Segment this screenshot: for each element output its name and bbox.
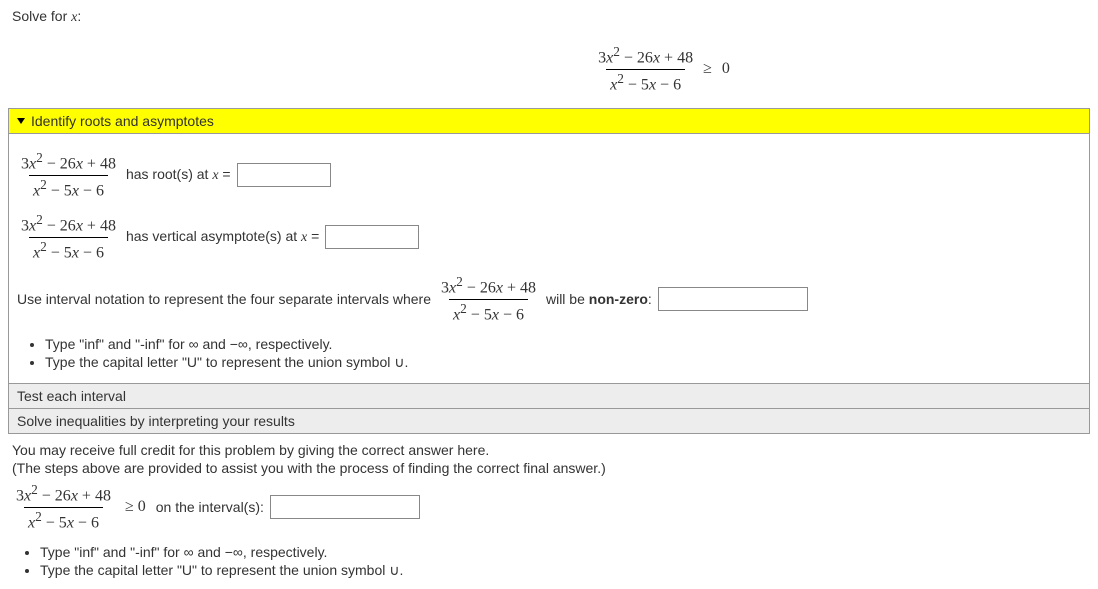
caret-down-icon: [17, 118, 25, 124]
final-answer-line: 3x2 − 26x + 48 x2 − 5x − 6 ≥ 0 on the in…: [12, 482, 1086, 532]
interval-fraction: 3x2 − 26x + 48 x2 − 5x − 6: [437, 274, 540, 324]
main-numer: 3x2 − 26x + 48: [594, 44, 697, 69]
roots-label: has root(s) at x =: [126, 166, 231, 184]
hint-union-1: Type the capital letter "U" to represent…: [45, 354, 1081, 371]
roots-fraction: 3x2 − 26x + 48 x2 − 5x − 6: [17, 150, 120, 200]
section-test-header[interactable]: Test each interval: [8, 384, 1090, 409]
section-test-title: Test each interval: [17, 388, 126, 404]
interval-line: Use interval notation to represent the f…: [17, 274, 1081, 324]
final-fraction: 3x2 − 26x + 48 x2 − 5x − 6: [12, 482, 115, 532]
hint-inf-1: Type "inf" and "-inf" for ∞ and −∞, resp…: [45, 336, 1081, 352]
hint-union-2: Type the capital letter "U" to represent…: [40, 562, 1086, 579]
section-identify-header[interactable]: Identify roots and asymptotes: [8, 108, 1090, 134]
relation-symbol: ≥: [699, 60, 716, 78]
section-solve-header[interactable]: Solve inequalities by interpreting your …: [8, 409, 1090, 434]
roots-line: 3x2 − 26x + 48 x2 − 5x − 6 has root(s) a…: [17, 150, 1081, 200]
steps-line: (The steps above are provided to assist …: [12, 460, 1086, 476]
final-block: You may receive full credit for this pro…: [8, 434, 1090, 579]
interval-post: will be non-zero:: [546, 291, 652, 307]
main-fraction: 3x2 − 26x + 48 x2 − 5x − 6: [594, 44, 697, 94]
final-answer-input[interactable]: [270, 495, 420, 519]
section-solve-title: Solve inequalities by interpreting your …: [17, 413, 295, 429]
asymptote-line: 3x2 − 26x + 48 x2 − 5x − 6 has vertical …: [17, 212, 1081, 262]
interval-input[interactable]: [658, 287, 808, 311]
interval-pre: Use interval notation to represent the f…: [17, 291, 431, 307]
roots-input[interactable]: [237, 163, 331, 187]
section-identify-body: 3x2 − 26x + 48 x2 − 5x − 6 has root(s) a…: [8, 134, 1090, 384]
solve-prompt-text: Solve for x:: [12, 8, 81, 24]
asymptote-label: has vertical asymptote(s) at x =: [126, 228, 319, 246]
hints-list-2: Type "inf" and "-inf" for ∞ and −∞, resp…: [12, 544, 1086, 579]
solve-prompt: Solve for x:: [8, 8, 1090, 34]
rhs-value: 0: [718, 60, 734, 78]
hint-inf-2: Type "inf" and "-inf" for ∞ and −∞, resp…: [40, 544, 1086, 560]
section-identify-title: Identify roots and asymptotes: [31, 113, 214, 129]
hints-list-1: Type "inf" and "-inf" for ∞ and −∞, resp…: [17, 336, 1081, 371]
asymptote-input[interactable]: [325, 225, 419, 249]
main-denom: x2 − 5x − 6: [606, 69, 685, 95]
main-inequality: 3x2 − 26x + 48 x2 − 5x − 6 ≥ 0: [8, 34, 1090, 108]
credit-line: You may receive full credit for this pro…: [12, 442, 1086, 458]
final-relation: ≥ 0: [121, 498, 150, 516]
asym-fraction: 3x2 − 26x + 48 x2 − 5x − 6: [17, 212, 120, 262]
on-interval-label: on the interval(s):: [156, 499, 264, 515]
interval-nonzero: non-zero: [589, 291, 648, 307]
